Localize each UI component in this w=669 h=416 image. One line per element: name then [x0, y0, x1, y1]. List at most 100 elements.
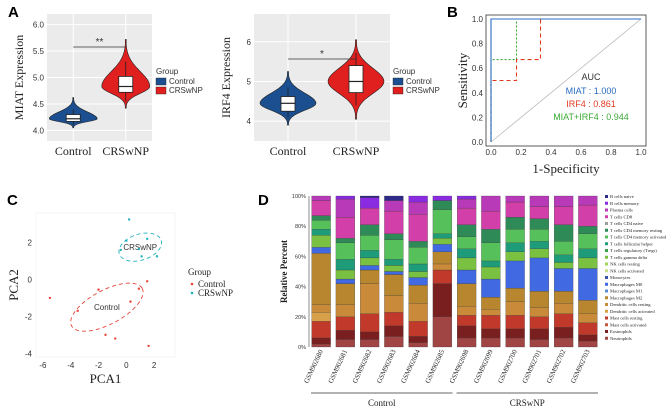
pca-point-control — [48, 296, 52, 300]
bar-xtick-label: GSM902702 — [545, 348, 568, 385]
roc-legend-label: IRF4 : 0.861 — [566, 99, 616, 109]
bar-segment — [432, 233, 452, 239]
bar-segment — [311, 247, 331, 254]
bar-xtick-label: GSM902684 — [399, 348, 422, 385]
bar-segment — [360, 224, 380, 236]
pca-frame — [35, 212, 176, 358]
bar-xtick-label: GSM902698 — [448, 348, 471, 385]
roc-xtick-label: 1.0 — [635, 148, 647, 157]
bar-legend-swatch — [605, 336, 608, 340]
bar-xtick-label: GSM902699 — [472, 348, 495, 385]
pca-ytick-label: -4 — [25, 349, 33, 358]
bar-stack-GSM902699 — [481, 195, 501, 348]
panel-label-b: B — [447, 4, 458, 21]
bar-xtick-label: GSM902685 — [424, 348, 447, 385]
bar-ytick-label: 60% — [295, 254, 306, 260]
bar-ytick-label: 100% — [292, 194, 306, 200]
bar-xtick-label: GSM902701 — [521, 348, 544, 385]
bar-legend-swatch — [605, 201, 608, 205]
bar-legend-label: Plasma cells — [610, 208, 633, 213]
bar-segment — [384, 295, 404, 313]
bar-segment — [578, 226, 598, 234]
roc-legend-label: MIAT : 1.000 — [566, 86, 617, 96]
bar-stack-GSM902702 — [554, 195, 574, 348]
bar-ytick-label: 40% — [295, 285, 306, 291]
bar-segment — [311, 321, 331, 339]
bar-ylabel: Relative Percent — [279, 240, 289, 303]
bar-legend-label: Monocytes — [610, 275, 631, 280]
miat-xtick-label: Control — [55, 144, 92, 158]
bar-legend-swatch — [605, 242, 608, 246]
cibersort-chart: 0%20%40%60%80%100%GSM902680 GSM902681 GSM9… — [279, 194, 667, 408]
miat-ytick-label: 5.0 — [33, 74, 45, 83]
bar-segment — [457, 315, 477, 326]
bar-legend-swatch — [605, 269, 608, 273]
bar-segment — [578, 233, 598, 249]
bar-segment — [505, 260, 525, 289]
bar-segment — [554, 241, 574, 256]
bar-segment — [481, 337, 501, 348]
bar-segment — [335, 330, 355, 340]
bar-legend-swatch — [605, 303, 608, 306]
bar-segment — [432, 195, 452, 201]
bar-legend-label: Dendritic cells resting — [610, 302, 651, 307]
bar-segment — [432, 316, 452, 348]
bar-segment — [505, 229, 525, 243]
pca-point-control — [147, 344, 150, 348]
bar-legend-label: T cells CD4 naive — [610, 221, 643, 226]
pca-ytick-label: 2 — [28, 239, 33, 248]
pca-ellipse-label-crswnp: CRSwNP — [123, 243, 157, 252]
pca-point-crswnp — [119, 248, 122, 252]
irf4-box — [348, 65, 364, 93]
bar-segment — [481, 278, 501, 298]
bar-segment — [457, 224, 477, 237]
pca-point-crswnp — [127, 218, 131, 221]
bar-segment — [360, 197, 380, 209]
bar-segment — [578, 268, 598, 301]
bar-legend-swatch — [605, 262, 608, 266]
bar-group-label: CRSwNP — [510, 398, 545, 408]
bar-segment — [432, 269, 452, 284]
irf4-xtick-label: Control — [270, 144, 307, 158]
bar-segment — [432, 209, 452, 234]
miat-legend-label: CRSwNP — [169, 86, 203, 95]
bar-stack-GSM902703 — [578, 195, 598, 348]
bar-legend-swatch — [605, 316, 608, 320]
bar-segment — [360, 269, 380, 284]
roc-ytick-label: 0.6 — [472, 64, 484, 73]
bar-segment — [360, 339, 380, 348]
bar-segment — [529, 339, 549, 348]
bar-legend-swatch — [605, 276, 608, 279]
bar-segment — [554, 224, 574, 242]
bar-segment — [481, 242, 501, 262]
bar-stack-GSM902680 — [311, 195, 331, 348]
bar-legend-label: Dendritic cells activated — [610, 309, 655, 314]
roc-xtick-label: 0.2 — [515, 148, 527, 157]
bar-stack-GSM902684 — [408, 195, 428, 348]
miat-ytick-label: 4.5 — [33, 100, 45, 109]
bar-segment — [408, 342, 428, 348]
bar-segment — [384, 195, 404, 201]
bar-segment — [529, 328, 549, 340]
bar-segment — [335, 339, 355, 348]
bar-segment — [408, 271, 428, 278]
miat-xtick-label: CRSwNP — [102, 144, 149, 158]
pca-legend-label: CRSwNP — [198, 288, 233, 298]
pca-point-control — [114, 337, 117, 340]
bar-legend-label: Macrophages M1 — [610, 289, 643, 294]
bar-segment — [360, 235, 380, 251]
bar-legend-label: Macrophages M0 — [610, 282, 643, 287]
panel-label-a: A — [8, 4, 19, 21]
bar-segment — [481, 315, 501, 330]
bar-segment — [432, 283, 452, 317]
pca-point-crswnp — [137, 247, 141, 251]
roc-xlabel: 1-Specificity — [532, 161, 600, 176]
bar-segment — [481, 195, 501, 212]
miat-box — [65, 114, 81, 122]
irf4-ylabel: IRF4 Expression — [219, 37, 233, 118]
bar-legend-label: Neutrophils — [610, 336, 632, 341]
roc-xtick-label: 0.8 — [605, 148, 617, 157]
roc-line-irf4 — [490, 18, 641, 142]
bar-segment — [578, 248, 598, 259]
miat-significance-label: ** — [96, 37, 104, 48]
